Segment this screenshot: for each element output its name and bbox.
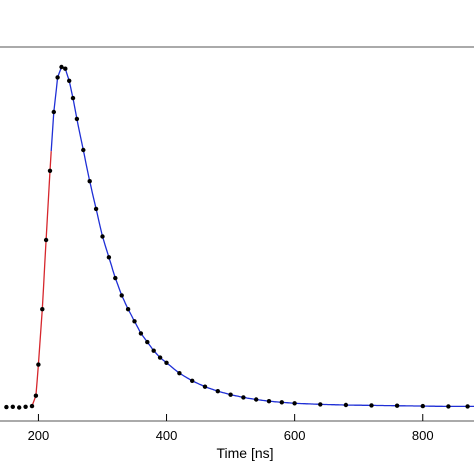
data-point [157, 355, 163, 360]
data-point [33, 393, 39, 398]
data-point [100, 234, 105, 239]
data-point [132, 319, 137, 324]
data-point [47, 168, 53, 173]
data-point [81, 147, 86, 153]
x-tick-label: 800 [412, 428, 434, 443]
data-points [4, 64, 470, 410]
x-axis-title: Time [ns] [216, 445, 273, 461]
data-point [369, 403, 374, 408]
data-point [23, 404, 28, 409]
data-point [67, 78, 72, 84]
data-point [343, 402, 349, 408]
data-point [420, 403, 425, 409]
data-point [125, 307, 131, 312]
data-point [119, 293, 124, 298]
x-tick-label: 400 [156, 428, 178, 443]
fit-rise-curve [31, 151, 52, 407]
data-point [70, 95, 76, 101]
data-point [215, 389, 220, 394]
data-point [465, 404, 470, 409]
data-point [63, 66, 68, 71]
x-axis-ticks: 200 400 600 800 [28, 414, 434, 443]
data-point [55, 75, 60, 80]
data-point [74, 116, 80, 122]
data-point [254, 397, 259, 402]
data-point [138, 331, 144, 336]
data-point [36, 362, 41, 367]
data-point [164, 360, 169, 365]
data-point [266, 399, 272, 404]
data-point [43, 237, 49, 243]
data-point [87, 179, 92, 184]
data-point [145, 339, 150, 345]
data-point [17, 405, 22, 410]
x-tick-label: 200 [28, 428, 50, 443]
data-point [51, 109, 56, 115]
data-point [40, 307, 45, 312]
data-point [228, 392, 233, 397]
data-point [241, 395, 246, 400]
data-point [318, 402, 323, 407]
data-point [202, 384, 208, 389]
data-point [10, 404, 15, 409]
plot-frame [0, 46, 474, 422]
fit-decay-curve [50, 66, 474, 408]
data-point [394, 403, 400, 408]
data-point [446, 404, 451, 409]
data-point [279, 400, 284, 405]
data-point [177, 371, 182, 376]
data-point [190, 378, 195, 383]
data-point [113, 275, 118, 281]
data-point [4, 404, 9, 410]
x-tick-label: 600 [284, 428, 306, 443]
fit-curves [31, 66, 474, 408]
data-point [93, 206, 99, 212]
data-point [29, 403, 35, 409]
data-point [106, 255, 112, 260]
data-point [151, 348, 156, 353]
data-point [59, 64, 64, 70]
data-point [292, 401, 297, 406]
